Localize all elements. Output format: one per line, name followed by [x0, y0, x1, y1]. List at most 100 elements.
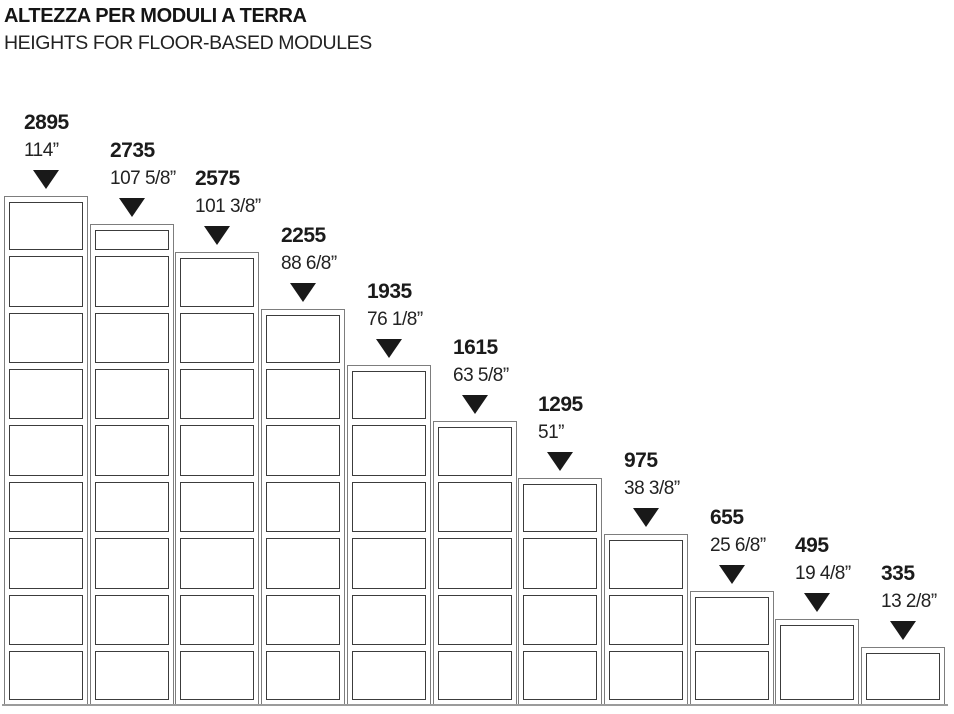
module-height-mm: 495: [795, 534, 829, 557]
module-frame: [861, 647, 945, 706]
module-height-inches: 101 3/8”: [195, 196, 261, 217]
module-dimension-label: 655 25 6/8”: [710, 506, 820, 556]
module-compartment: [609, 540, 683, 589]
module-compartment: [95, 256, 169, 307]
floor-line: [2, 704, 948, 706]
module-height-inches: 13 2/8”: [881, 591, 937, 612]
module-compartment: [695, 651, 769, 700]
module-compartment: [95, 369, 169, 419]
module-compartment: [180, 258, 254, 307]
module-compartment: [9, 369, 83, 419]
module-compartment: [266, 369, 340, 419]
module-height-inches: 76 1/8”: [367, 309, 423, 330]
module-compartment: [95, 313, 169, 363]
module-compartment: [866, 653, 940, 700]
height-marker-triangle-icon: [33, 170, 59, 189]
height-marker-triangle-icon: [804, 593, 830, 612]
module-compartment: [609, 595, 683, 645]
module-height-inches: 114”: [24, 140, 59, 161]
module-dimension-label: 495 19 4/8”: [795, 534, 905, 584]
title-italian: ALTEZZA PER MODULI A TERRA: [4, 5, 307, 27]
module-frame: [347, 365, 431, 706]
title-english: HEIGHTS FOR FLOOR-BASED MODULES: [4, 32, 372, 54]
module-frame: [261, 309, 345, 706]
module-compartment: [266, 595, 340, 645]
module-compartment: [9, 482, 83, 532]
module-frame: [775, 619, 859, 706]
module-compartment: [780, 625, 854, 700]
module-height-inches: 88 6/8”: [281, 253, 337, 274]
module-dimension-label: 335 13 2/8”: [881, 562, 954, 612]
module-dimension-label: 1615 63 5/8”: [453, 336, 563, 386]
module-compartment: [9, 313, 83, 363]
module-dimension-label: 2895 114”: [24, 111, 134, 161]
height-marker-triangle-icon: [204, 226, 230, 245]
module-compartment: [438, 651, 512, 700]
module-compartment: [266, 482, 340, 532]
module-compartment: [523, 595, 597, 645]
height-marker-triangle-icon: [547, 452, 573, 471]
height-marker-triangle-icon: [290, 283, 316, 302]
module-compartment: [266, 538, 340, 589]
module-compartment: [95, 651, 169, 700]
module-height-inches: 38 3/8”: [624, 478, 680, 499]
module-dimension-label: 1295 51”: [538, 393, 648, 443]
module-dimension-label: 1935 76 1/8”: [367, 280, 477, 330]
module-compartment: [352, 371, 426, 419]
module-dimension-label: 2255 88 6/8”: [281, 224, 391, 274]
module-height-mm: 1935: [367, 280, 412, 303]
module-frame: [433, 421, 517, 706]
module-height-mm: 2735: [110, 139, 155, 162]
module-compartment: [438, 538, 512, 589]
module-compartment: [180, 538, 254, 589]
module-compartment: [438, 482, 512, 532]
module-height-mm: 2895: [24, 111, 69, 134]
module-compartment: [180, 482, 254, 532]
module-height-mm: 1615: [453, 336, 498, 359]
module-compartment: [438, 595, 512, 645]
module-compartment: [352, 595, 426, 645]
module-compartment: [95, 538, 169, 589]
module-compartment: [352, 425, 426, 476]
module-compartment: [266, 315, 340, 363]
module-frame: [690, 591, 774, 706]
height-marker-triangle-icon: [119, 198, 145, 217]
module-compartment: [95, 425, 169, 476]
module-dimension-label: 2575 101 3/8”: [195, 167, 305, 217]
module-compartment: [352, 482, 426, 532]
module-height-inches: 19 4/8”: [795, 563, 851, 584]
module-compartment: [95, 595, 169, 645]
module-compartment: [523, 484, 597, 532]
module-compartment: [266, 651, 340, 700]
module-compartment: [352, 538, 426, 589]
module-frame: [4, 196, 88, 706]
module-compartment: [9, 256, 83, 307]
height-marker-triangle-icon: [890, 621, 916, 640]
module-compartment: [9, 425, 83, 476]
module-compartment: [95, 482, 169, 532]
module-height-mm: 975: [624, 449, 658, 472]
module-compartment: [9, 538, 83, 589]
module-compartment: [9, 595, 83, 645]
module-compartment: [523, 651, 597, 700]
module-compartment: [95, 230, 169, 250]
title-block: ALTEZZA PER MODULI A TERRA HEIGHTS FOR F…: [4, 2, 372, 56]
module-height-mm: 1295: [538, 393, 583, 416]
module-dimension-label: 975 38 3/8”: [624, 449, 734, 499]
module-height-mm: 2255: [281, 224, 326, 247]
module-compartment: [180, 425, 254, 476]
height-marker-triangle-icon: [462, 395, 488, 414]
module-frame: [90, 224, 174, 706]
module-height-inches: 51”: [538, 422, 564, 443]
height-marker-triangle-icon: [633, 508, 659, 527]
module-frame: [604, 534, 688, 706]
module-compartment: [695, 597, 769, 645]
height-marker-triangle-icon: [376, 339, 402, 358]
module-dimension-label: 2735 107 5/8”: [110, 139, 220, 189]
module-height-inches: 25 6/8”: [710, 535, 766, 556]
module-compartment: [609, 651, 683, 700]
module-height-mm: 655: [710, 506, 744, 529]
module-compartment: [9, 651, 83, 700]
